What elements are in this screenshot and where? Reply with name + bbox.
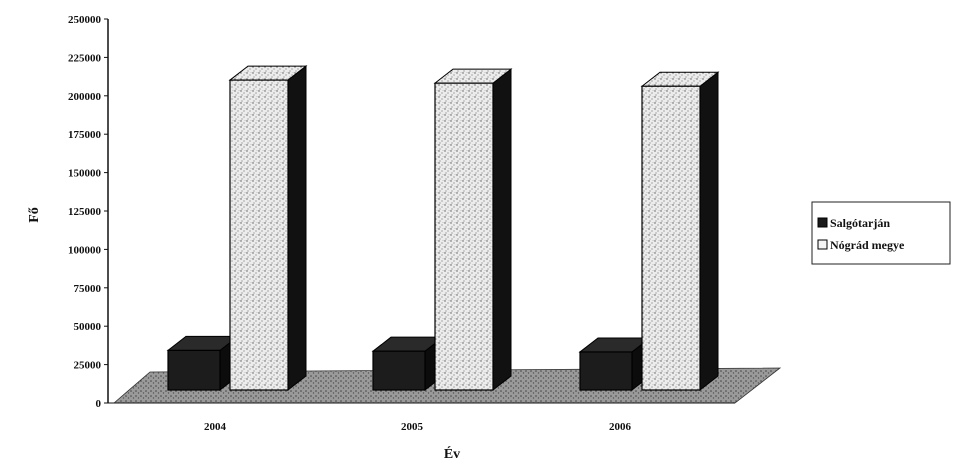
legend-frame [811,201,951,265]
bar-front-face [641,85,701,391]
y-tick-label: 50000 [74,321,102,333]
y-tick-label: 125000 [68,206,102,218]
legend-swatch-nograd-megye [817,239,828,250]
bar-side-face [287,65,307,392]
bar-salgotarjan-2004 [166,335,240,392]
x-axis-title: Év [444,445,460,462]
bar-nograd-megye-2006 [640,71,720,392]
legend-label-salgotarjan: Salgótarján [830,216,890,230]
bar-salgotarjan-2006 [578,336,652,392]
bars [166,65,720,392]
y-tick-label: 0 [96,398,102,410]
legend-label-nograd-megye: Nógrád megye [830,238,905,252]
y-tick-label: 200000 [68,91,102,103]
y-tick-label: 225000 [68,52,102,64]
bar-nograd-megye-2004 [228,65,308,392]
y-tick-label: 75000 [74,283,102,295]
bar-front-face [167,349,221,391]
y-axis: 0 25000 50000 75000 100000 125000 150000 175000… [68,14,109,410]
legend-swatch-salgotarjan [817,217,828,228]
y-tick-label: 150000 [68,168,102,180]
y-tick-label: 25000 [74,360,102,372]
bar-nograd-megye-2005 [433,68,513,392]
bar-front-face [434,82,494,391]
bar-front-face [372,350,426,391]
x-axis: 2004 2005 2006 [108,402,735,433]
bar-front-face [229,79,289,391]
y-tick-label: 175000 [68,129,102,141]
bar-side-face [492,68,512,392]
x-tick-label: 2006 [609,421,632,433]
x-tick-label: 2005 [401,421,424,433]
y-axis-title: Fő [27,207,42,223]
bar-side-face [699,71,719,392]
bar-salgotarjan-2005 [371,336,445,392]
x-tick-label: 2004 [204,421,227,433]
y-tick-label: 100000 [68,244,102,256]
legend: Salgótarján Nógrád megye [811,201,951,265]
y-tick-label: 250000 [68,14,102,26]
bar-front-face [579,351,633,391]
